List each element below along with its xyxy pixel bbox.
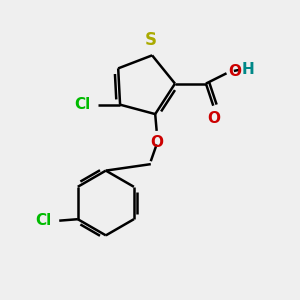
Text: Cl: Cl xyxy=(74,97,91,112)
Text: O: O xyxy=(229,64,242,79)
Text: O: O xyxy=(207,111,220,126)
Text: O: O xyxy=(150,135,163,150)
Text: H: H xyxy=(242,62,255,77)
Text: Cl: Cl xyxy=(35,213,51,228)
Text: S: S xyxy=(145,31,157,49)
